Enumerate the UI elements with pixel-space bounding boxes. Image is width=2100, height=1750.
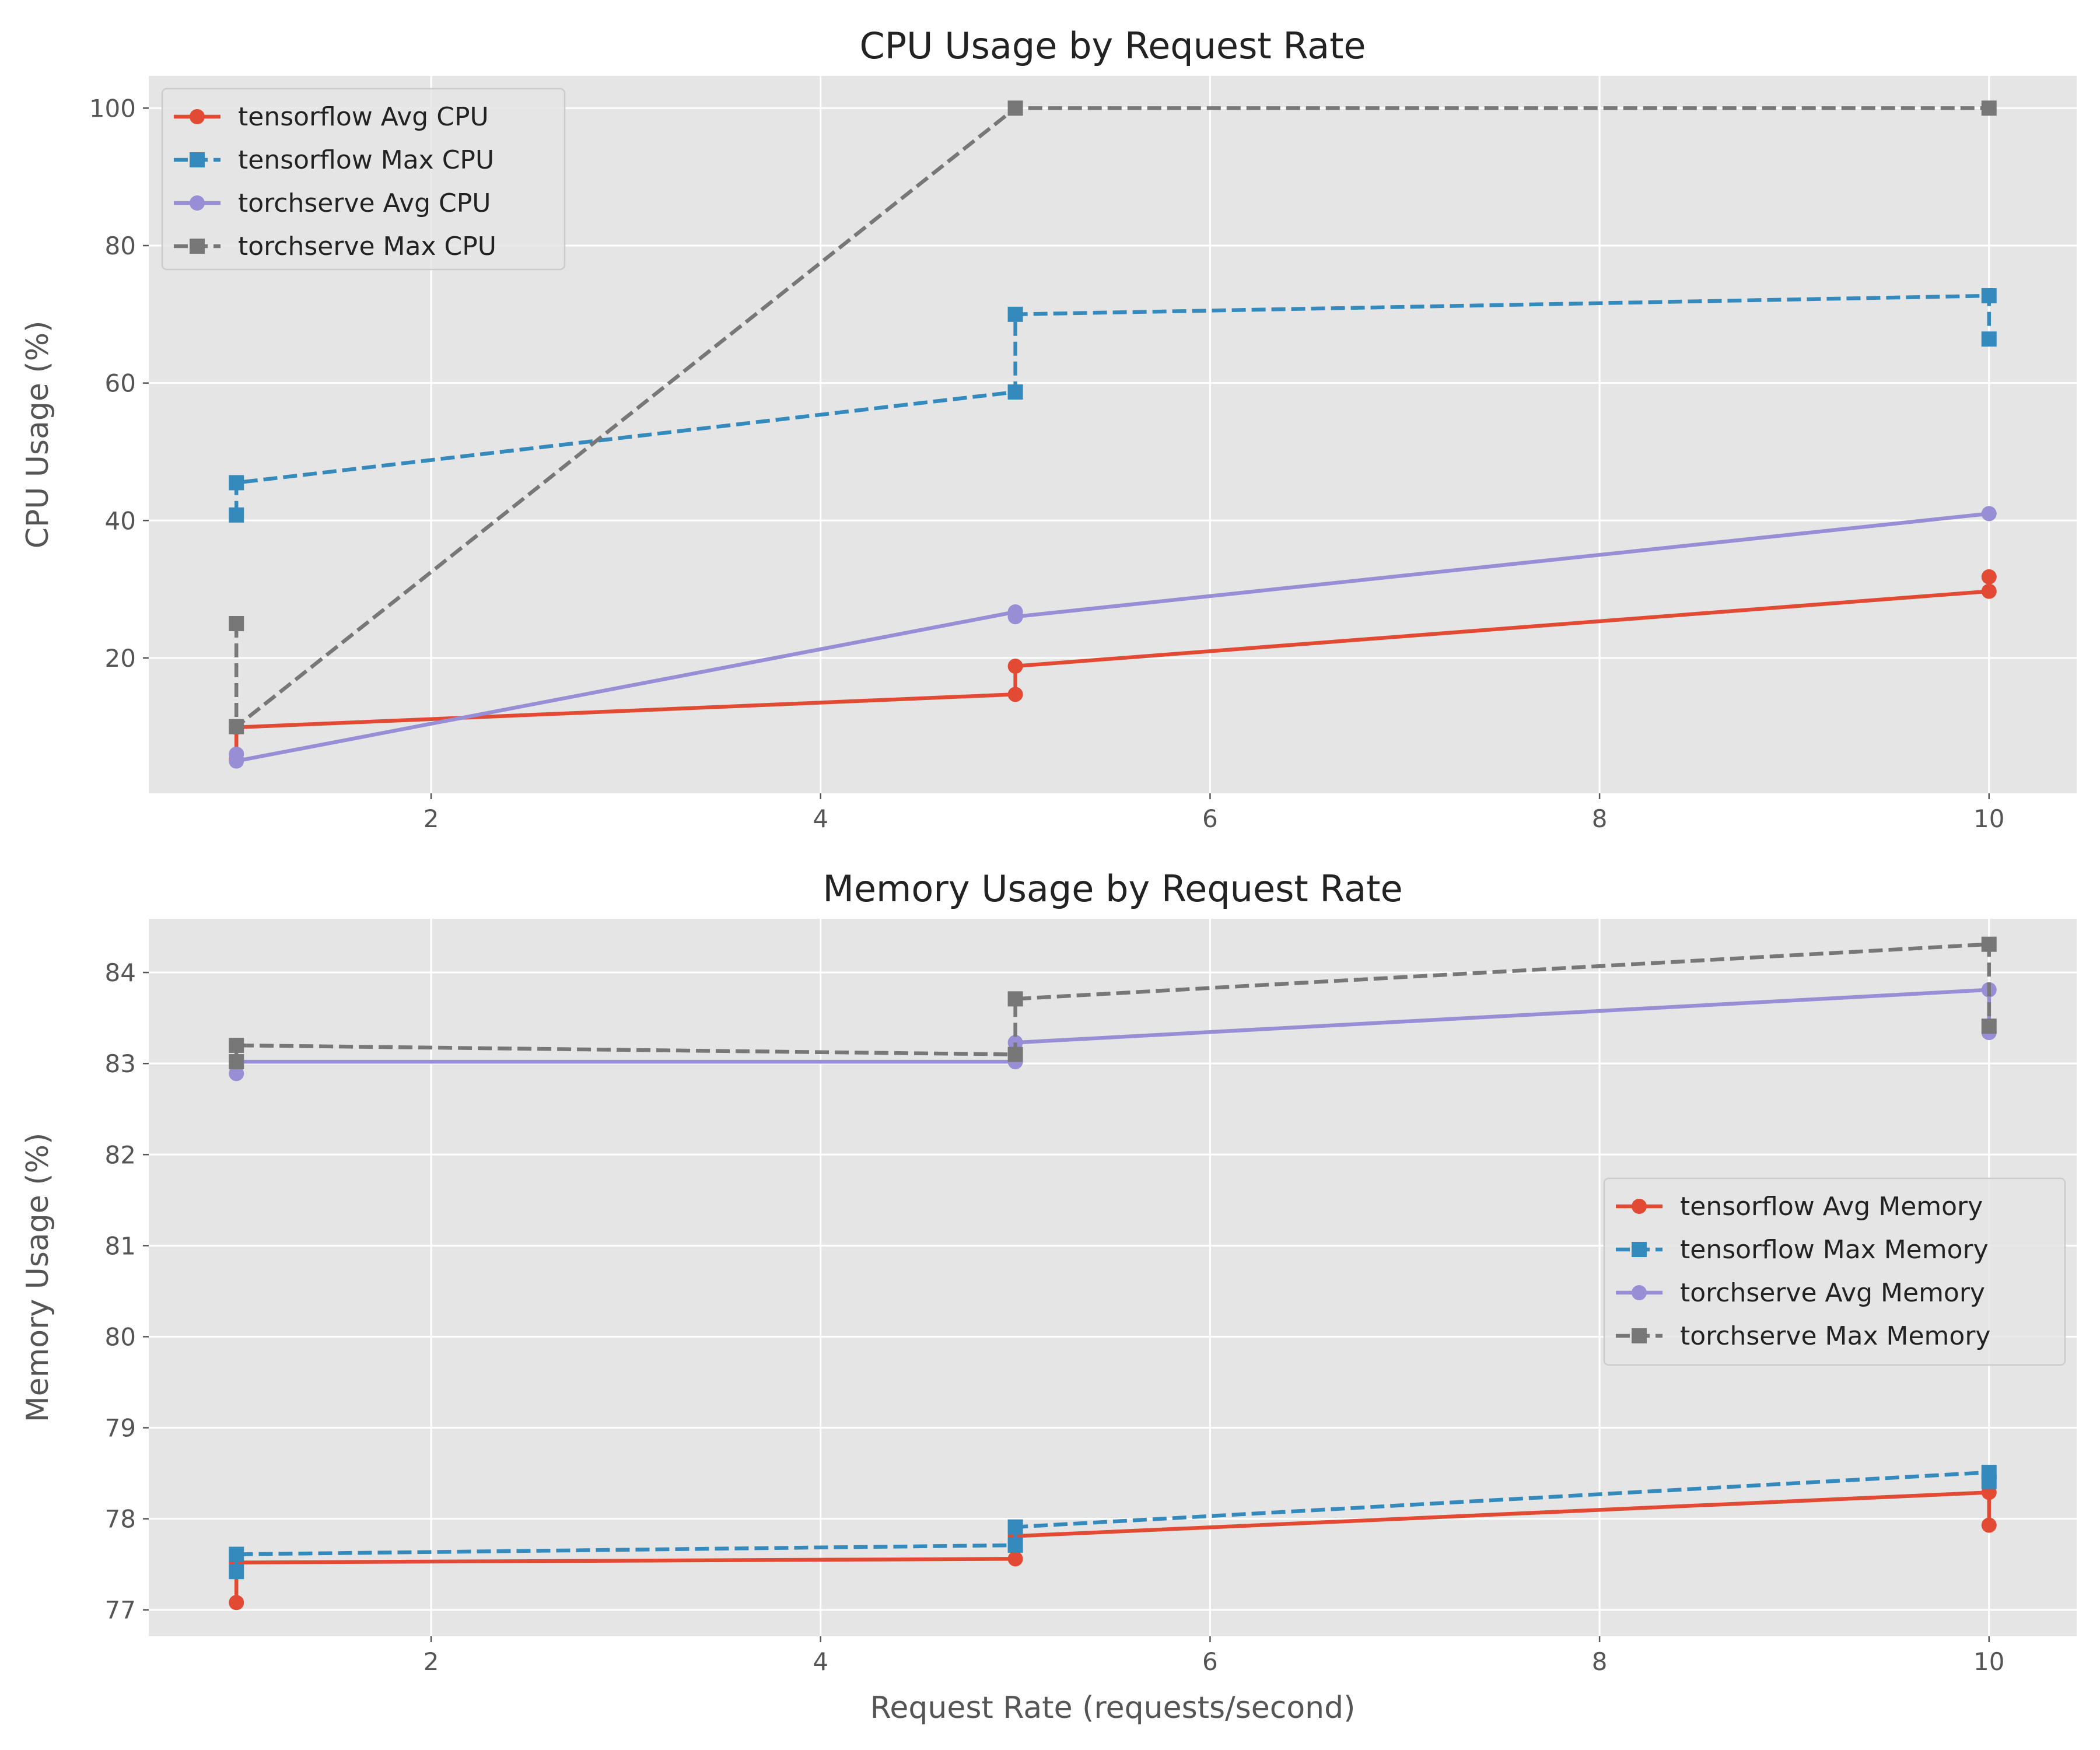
legend-marker	[1632, 1285, 1647, 1300]
data-point	[1981, 100, 1997, 116]
legend-marker	[1632, 1328, 1647, 1343]
data-point	[1981, 1517, 1997, 1533]
legend-marker	[190, 152, 205, 167]
data-point	[1007, 1537, 1023, 1553]
x-tick-label: 8	[1592, 804, 1608, 833]
x-axis-label: Request Rate (requests/second)	[870, 1690, 1356, 1726]
legend-box	[161, 88, 566, 271]
legend-label-tensorflow-avg-memory: tensorflow Avg Memory	[1680, 1192, 1983, 1222]
chart-title: Memory Usage by Request Rate	[822, 867, 1402, 910]
legend-box	[1603, 1177, 2066, 1366]
x-tick-label: 4	[813, 804, 828, 833]
data-point	[229, 475, 244, 491]
data-point	[1981, 1474, 1997, 1489]
legend-marker	[190, 109, 205, 124]
x-tick-label: 8	[1592, 1647, 1608, 1676]
x-tick-label: 6	[1202, 804, 1218, 833]
data-point	[1007, 659, 1023, 674]
y-tick-label: 84	[105, 958, 136, 987]
y-tick-label: 81	[105, 1231, 136, 1260]
y-tick-label: 83	[105, 1049, 136, 1078]
data-point	[229, 1595, 244, 1611]
data-point	[229, 615, 244, 631]
data-point	[1981, 1019, 1997, 1034]
y-tick-label: 100	[89, 94, 136, 123]
y-tick-label: 78	[105, 1505, 136, 1534]
data-point	[1981, 936, 1997, 952]
data-point	[229, 1054, 244, 1070]
data-point	[1007, 687, 1023, 702]
legend-marker	[190, 195, 205, 211]
legend-label-torchserve-max-memory: torchserve Max Memory	[1680, 1321, 1990, 1351]
data-point	[229, 507, 244, 523]
chart-title: CPU Usage by Request Rate	[859, 24, 1366, 67]
chart-panel-1: 2 4 6 8 10 20 40 60 80 100 CPU Usage by Request Ra…	[20, 24, 2077, 833]
y-tick-label: 20	[105, 644, 136, 673]
data-point	[1007, 1519, 1023, 1535]
y-axis-label: CPU Usage (%)	[20, 321, 55, 549]
legend-label-torchserve-avg-cpu: torchserve Avg CPU	[238, 188, 491, 218]
y-tick-label: 40	[105, 506, 136, 535]
data-point	[1981, 583, 1997, 599]
data-point	[229, 753, 244, 769]
y-tick-label: 60	[105, 369, 136, 398]
data-point	[1007, 384, 1023, 400]
legend-marker	[1632, 1242, 1647, 1257]
legend-label-tensorflow-max-memory: tensorflow Max Memory	[1680, 1235, 1989, 1265]
data-point	[1007, 609, 1023, 625]
y-tick-label: 77	[105, 1596, 136, 1625]
legend-marker	[190, 239, 205, 254]
x-tick-label: 6	[1202, 1647, 1218, 1676]
legend-label-tensorflow-max-cpu: tensorflow Max CPU	[238, 145, 494, 175]
data-point	[1007, 991, 1023, 1007]
data-point	[1007, 1046, 1023, 1062]
y-tick-label: 80	[105, 232, 136, 260]
x-tick-label: 10	[1973, 804, 2004, 833]
data-point	[229, 1037, 244, 1053]
data-point	[1007, 100, 1023, 116]
legend-marker	[1632, 1199, 1647, 1214]
legend-label-tensorflow-avg-cpu: tensorflow Avg CPU	[238, 102, 489, 132]
x-tick-label: 2	[424, 1647, 439, 1676]
x-tick-label: 10	[1973, 1647, 2004, 1676]
x-tick-label: 2	[424, 804, 439, 833]
y-tick-label: 80	[105, 1322, 136, 1351]
y-tick-label: 82	[105, 1140, 136, 1169]
data-point	[1981, 569, 1997, 584]
x-tick-label: 4	[813, 1647, 828, 1676]
data-point	[1981, 506, 1997, 522]
data-point	[1007, 1551, 1023, 1567]
data-point	[1981, 288, 1997, 304]
legend: tensorflow Avg CPU tensorflow Max CPU torc…	[161, 88, 566, 271]
y-tick-label: 79	[105, 1414, 136, 1443]
data-point	[229, 1564, 244, 1580]
data-point	[229, 1546, 244, 1562]
chart-panel-2: 2 4 6 8 10 77 78 79 80 81 82 83 84 Memory Usage by Re…	[20, 867, 2077, 1726]
y-axis-label: Memory Usage (%)	[20, 1133, 55, 1423]
series-line-torchserve-max-cpu	[234, 106, 1989, 729]
legend-label-torchserve-max-cpu: torchserve Max CPU	[238, 232, 496, 261]
legend: tensorflow Avg Memory tensorflow Max Memo…	[1603, 1177, 2066, 1366]
data-point	[1981, 331, 1997, 347]
data-point	[1007, 306, 1023, 322]
legend-label-torchserve-avg-memory: torchserve Avg Memory	[1680, 1278, 1985, 1308]
data-point	[229, 719, 244, 734]
data-point	[229, 1066, 244, 1082]
